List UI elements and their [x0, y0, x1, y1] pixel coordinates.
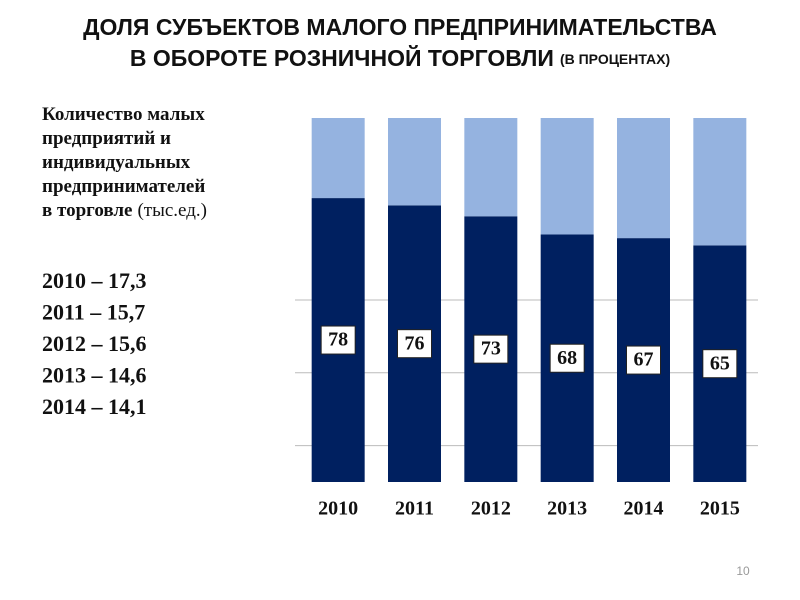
side-list-item: 2013 – 14,6 [42, 363, 147, 388]
data-label: 76 [405, 332, 425, 354]
side-heading-text: предпринимателей [42, 176, 205, 197]
data-label-box [473, 334, 509, 364]
bar-segment [540, 118, 594, 235]
x-tick-label: 2010 [318, 498, 358, 520]
side-heading-line: предприятий и [42, 128, 171, 149]
title-line: В ОБОРОТЕ РОЗНИЧНОЙ ТОРГОВЛИ (В ПРОЦЕНТАХ… [130, 44, 670, 71]
bar-segment [617, 118, 670, 239]
side-heading-text: предприятий и [42, 128, 171, 149]
data-label: 67 [634, 349, 654, 371]
bar-segment [388, 118, 441, 206]
data-label-box [702, 349, 738, 379]
data-label: 68 [557, 347, 577, 369]
title-line: ДОЛЯ СУБЪЕКТОВ МАЛОГО ПРЕДПРИНИМАТЕЛЬСТВ… [83, 14, 717, 40]
side-heading-line: в торговле (тыс.ед.) [42, 200, 207, 221]
title-text: В ОБОРОТЕ РОЗНИЧНОЙ ТОРГОВЛИ [130, 44, 554, 71]
side-heading-text: индивидуальных [42, 152, 191, 173]
data-label: 65 [710, 352, 730, 374]
bar-segment [311, 118, 365, 199]
bar-segment [464, 118, 518, 217]
side-heading-text: Количество малых [42, 104, 205, 125]
side-heading-text: в торговле [42, 200, 132, 221]
data-label-box [626, 345, 661, 375]
side-heading-line: Количество малых [42, 104, 205, 125]
side-list-item: 2014 – 14,1 [42, 394, 147, 419]
x-tick-label: 2015 [700, 498, 740, 520]
data-label-box [549, 343, 585, 373]
page-number: 10 [736, 564, 750, 578]
bar-segment [693, 118, 747, 246]
data-label: 73 [481, 338, 501, 360]
side-list-item: 2010 – 17,3 [42, 268, 147, 293]
side-heading-line: предпринимателей [42, 176, 205, 197]
side-heading-line: индивидуальных [42, 152, 191, 173]
data-label-box [320, 325, 356, 355]
data-label: 78 [328, 329, 348, 351]
side-list-item: 2012 – 15,6 [42, 331, 147, 356]
side-heading-unit: (тыс.ед.) [137, 200, 207, 221]
x-tick-label: 2014 [624, 498, 664, 520]
x-tick-label: 2012 [471, 498, 511, 520]
data-label-box [397, 329, 432, 359]
x-tick-label: 2011 [395, 498, 434, 520]
title-note: (В ПРОЦЕНТАХ) [560, 51, 670, 67]
side-list-item: 2011 – 15,7 [42, 300, 145, 325]
x-tick-label: 2013 [547, 498, 587, 520]
